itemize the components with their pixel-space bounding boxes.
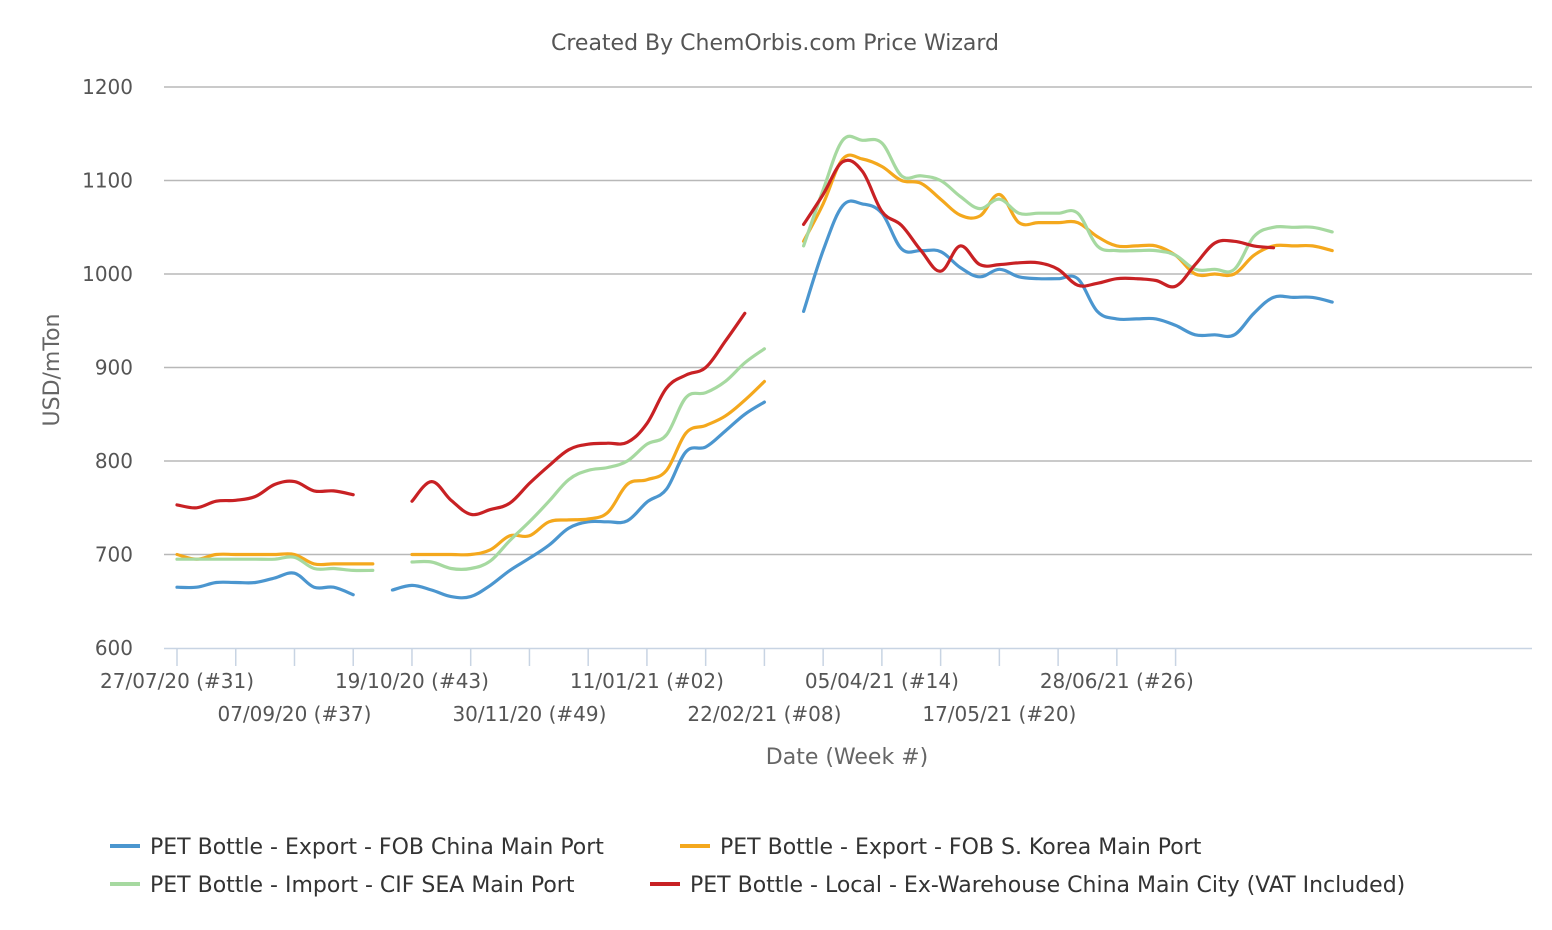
x-tick-label: 30/11/20 (#49) xyxy=(452,702,606,726)
legend-item-3[interactable]: PET Bottle - Import - CIF SEA Main Port xyxy=(110,873,575,898)
x-tick-label: 28/06/21 (#26) xyxy=(1040,669,1194,693)
y-tick-label: 1000 xyxy=(82,262,133,286)
x-axis-ticks xyxy=(176,648,1177,666)
series-segment xyxy=(175,555,375,573)
x-tick-label: 17/05/21 (#20) xyxy=(922,702,1076,726)
gridlines xyxy=(164,86,1532,556)
y-tick-label: 800 xyxy=(95,449,133,473)
legend-item-2[interactable]: PET Bottle - Export - FOB S. Korea Main … xyxy=(680,835,1202,860)
series-2-line xyxy=(175,153,1334,567)
series-segment xyxy=(802,158,1276,289)
chart-title: Created By ChemOrbis.com Price Wizard xyxy=(551,31,999,56)
x-tick-label: 07/09/20 (#37) xyxy=(217,702,371,726)
legend-label: PET Bottle - Export - FOB S. Korea Main … xyxy=(720,835,1202,860)
x-tick-label: 19/10/20 (#43) xyxy=(335,669,489,693)
legend-item-4[interactable]: PET Bottle - Local - Ex-Warehouse China … xyxy=(650,873,1405,898)
legend-label: PET Bottle - Local - Ex-Warehouse China … xyxy=(690,873,1405,898)
y-axis-title: USD/mTon xyxy=(40,314,65,427)
series-segment xyxy=(175,571,355,597)
series-segment xyxy=(802,153,1334,278)
series-segment xyxy=(410,347,766,572)
legend-item-1[interactable]: PET Bottle - Export - FOB China Main Por… xyxy=(110,835,604,860)
series-segment xyxy=(802,134,1334,274)
series-segment xyxy=(410,311,747,517)
series-segment xyxy=(175,552,375,567)
series-4-line xyxy=(175,158,1276,517)
series-lines xyxy=(175,134,1334,600)
series-3-line xyxy=(175,134,1334,573)
y-tick-label: 700 xyxy=(95,543,133,567)
x-tick-label: 22/02/21 (#08) xyxy=(687,702,841,726)
x-axis-tick-labels: 27/07/20 (#31) 07/09/20 (#37) 19/10/20 (#4… xyxy=(100,669,1194,726)
legend-label: PET Bottle - Export - FOB China Main Por… xyxy=(150,835,604,860)
y-tick-label: 900 xyxy=(95,356,133,380)
x-axis-title: Date (Week #) xyxy=(766,745,928,770)
y-tick-label: 600 xyxy=(95,636,133,660)
y-tick-label: 1100 xyxy=(82,169,133,193)
x-tick-label: 11/01/21 (#02) xyxy=(570,669,724,693)
series-segment xyxy=(410,379,766,557)
x-tick-label: 27/07/20 (#31) xyxy=(100,669,254,693)
y-tick-label: 1200 xyxy=(82,75,133,99)
y-axis-tick-labels: 600 700 800 900 1000 1100 1200 xyxy=(82,75,133,660)
x-tick-label: 05/04/21 (#14) xyxy=(805,669,959,693)
legend-label: PET Bottle - Import - CIF SEA Main Port xyxy=(150,873,575,898)
series-1-line xyxy=(175,199,1334,600)
legend[interactable]: PET Bottle - Export - FOB China Main Por… xyxy=(110,835,1405,898)
series-segment xyxy=(175,479,355,510)
series-segment xyxy=(390,400,766,600)
